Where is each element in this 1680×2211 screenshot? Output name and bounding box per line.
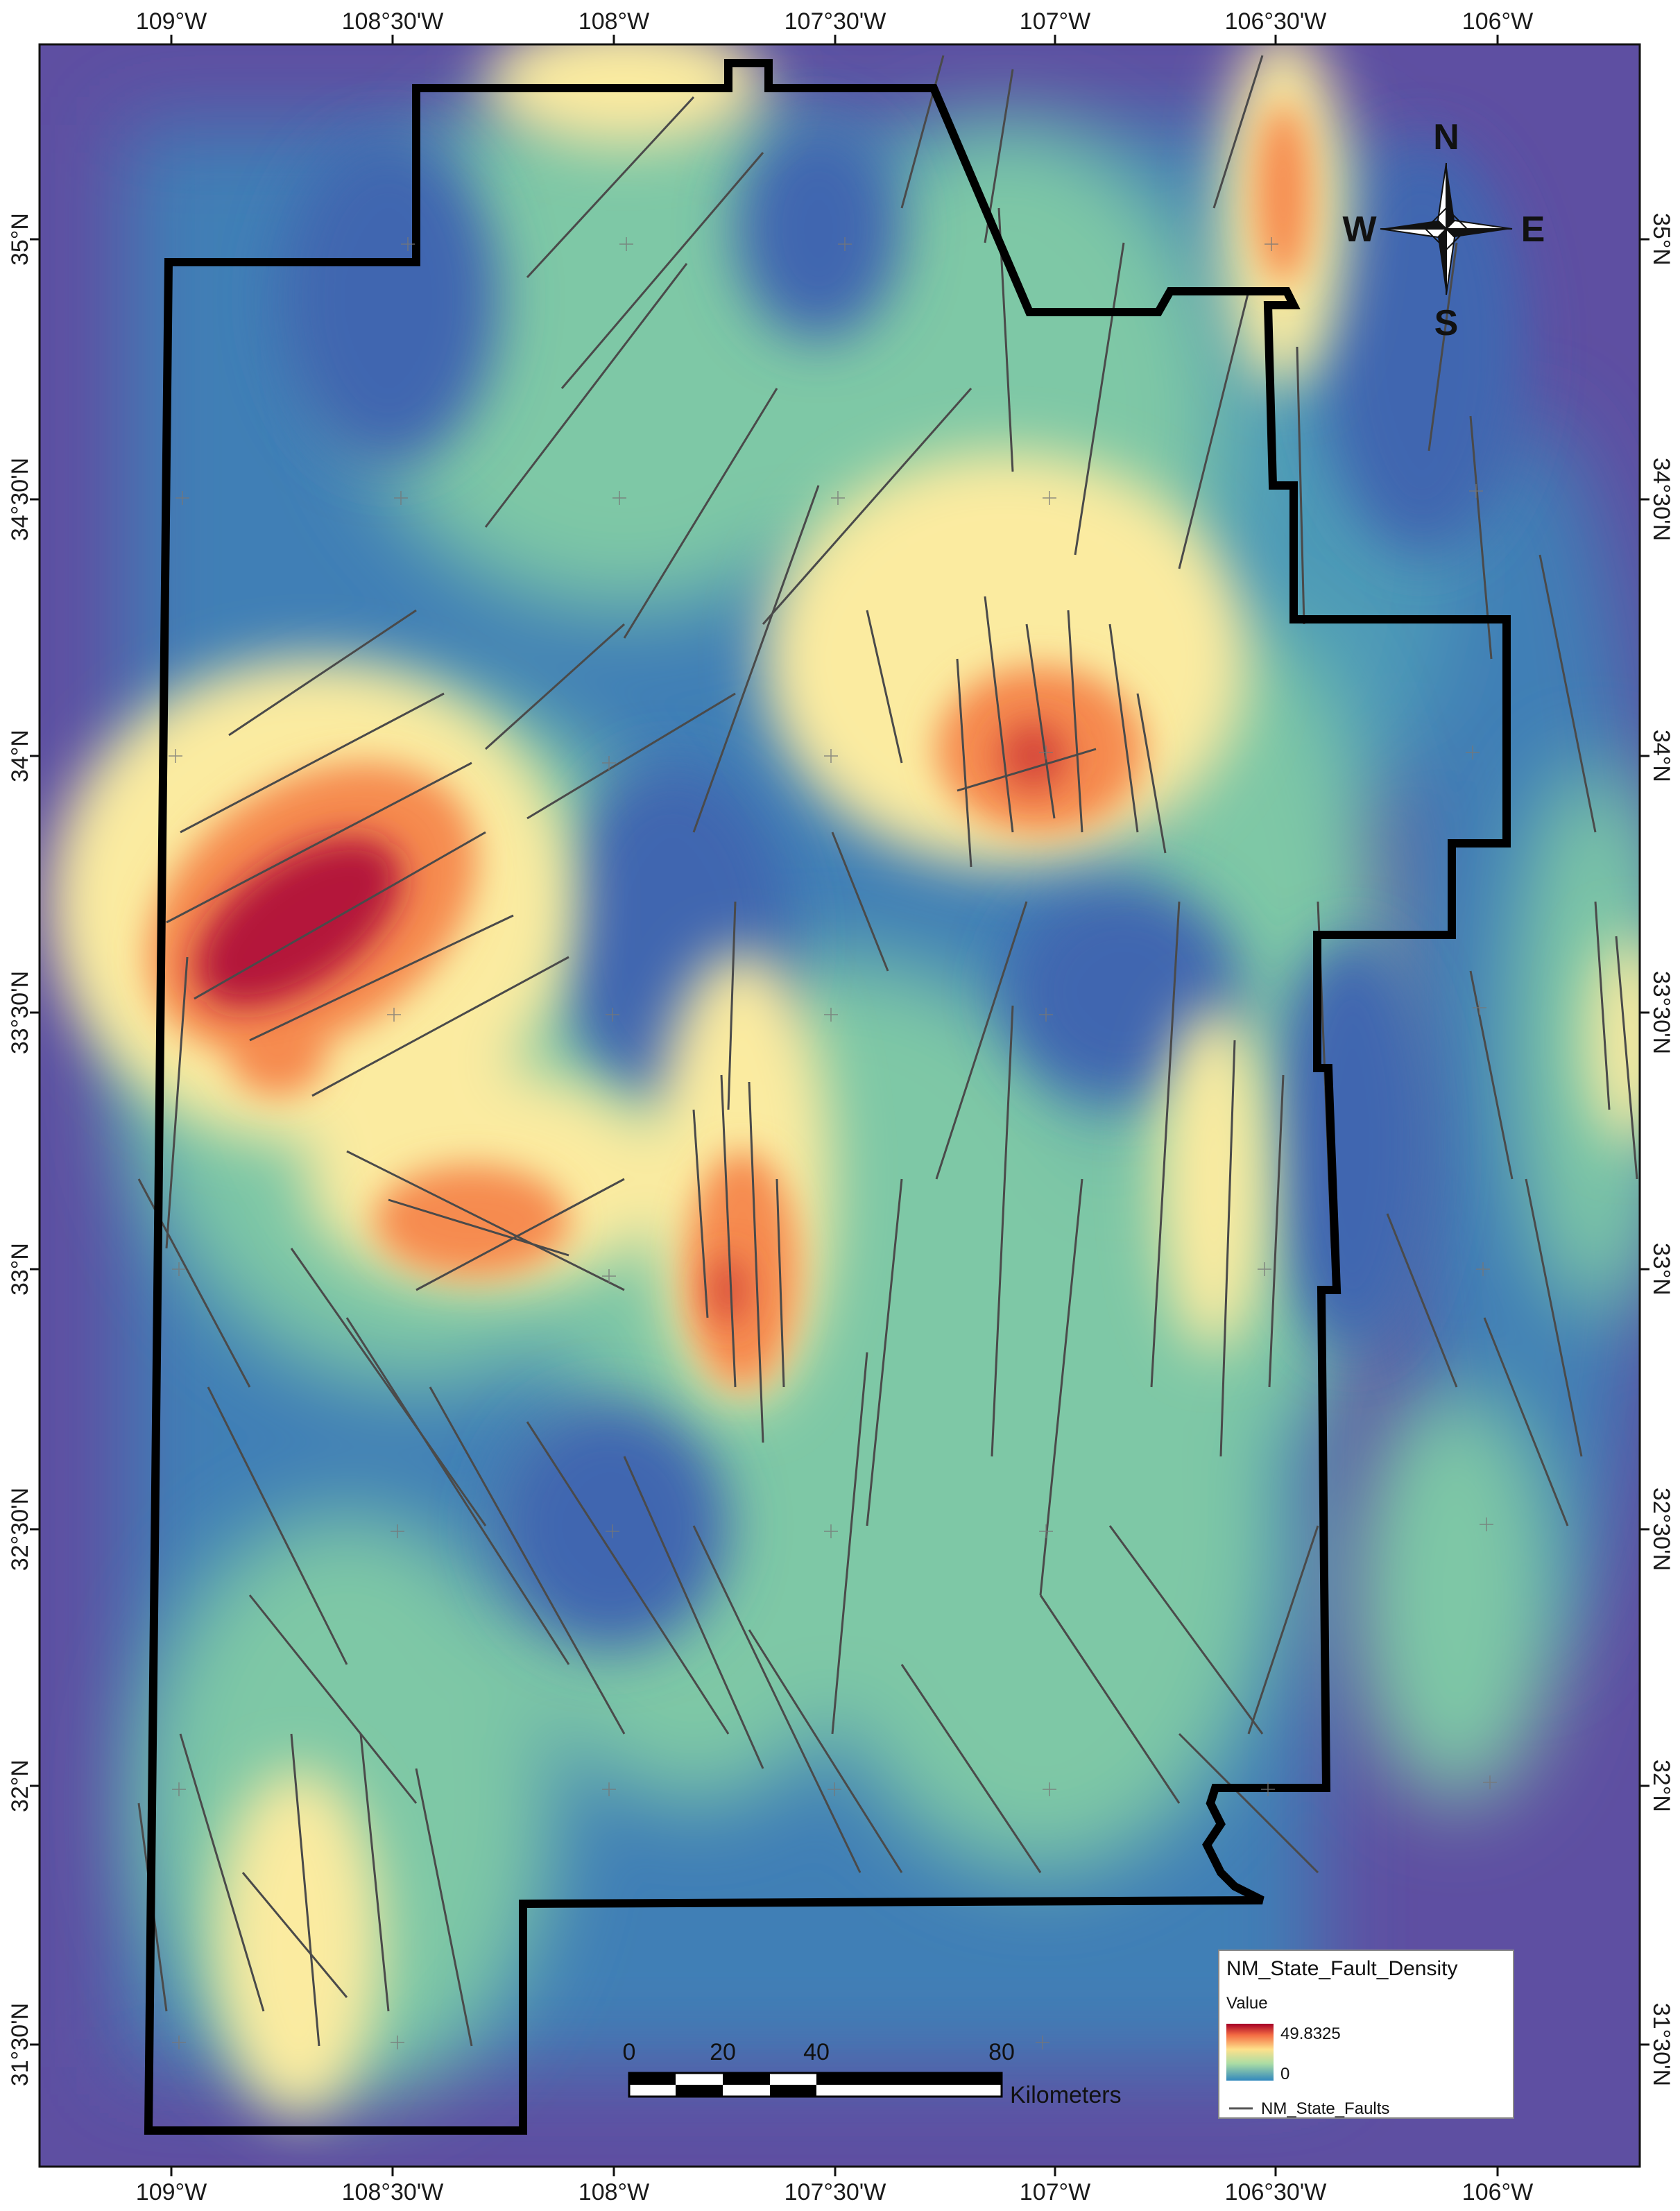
right-label: 31°30'N [1648, 2003, 1674, 2086]
bottom-longitude-labels: 109°W 108°30'W 108°W 107°30'W 107°W 106°… [136, 2179, 1533, 2205]
left-label: 34°30'N [7, 458, 33, 541]
legend-fault-label: NM_State_Faults [1261, 2099, 1389, 2118]
left-label: 33°N [7, 1243, 33, 1296]
top-label: 107°30'W [785, 8, 886, 35]
left-label: 35°N [7, 213, 33, 266]
compass-n: N [1433, 117, 1459, 157]
compass-s: S [1434, 303, 1459, 343]
bottom-label: 108°W [578, 2179, 649, 2205]
legend-low-value: 0 [1280, 2065, 1289, 2083]
legend-color-ramp [1226, 2024, 1274, 2081]
scale-tick-20: 20 [710, 2039, 736, 2065]
density-heatmap [40, 44, 1640, 2167]
bottom-label: 107°30'W [785, 2179, 886, 2205]
right-label: 34°30'N [1648, 458, 1674, 541]
legend-title: NM_State_Fault_Density [1226, 1957, 1458, 1980]
right-label: 32°30'N [1648, 1488, 1674, 1571]
legend-high-value: 49.8325 [1280, 2024, 1341, 2043]
scale-tick-0: 0 [623, 2039, 636, 2065]
right-label: 32°N [1648, 1760, 1674, 1812]
bottom-label: 106°W [1462, 2179, 1533, 2205]
nm-boundary [144, 59, 1511, 2135]
legend-value-label: Value [1226, 1994, 1268, 2013]
top-label: 108°W [578, 8, 649, 35]
left-label: 31°30'N [7, 2003, 33, 2086]
compass-rose-icon: N S E W [1342, 117, 1545, 343]
top-label: 108°30'W [342, 8, 444, 35]
left-label: 33°30'N [7, 971, 33, 1054]
bottom-label: 109°W [136, 2179, 207, 2205]
scale-unit: Kilometers [1010, 2082, 1122, 2108]
right-label: 33°N [1648, 1243, 1674, 1296]
bottom-label: 107°W [1020, 2179, 1090, 2205]
compass-e: E [1521, 209, 1545, 250]
left-latitude-labels: 35°N 34°30'N 34°N 33°30'N 33°N 32°30'N 3… [7, 213, 33, 2086]
map-frame [38, 43, 1641, 2168]
top-label: 106°W [1462, 8, 1533, 35]
right-label: 34°N [1648, 730, 1674, 782]
frame-ticks [30, 35, 1649, 2176]
top-label: 107°W [1020, 8, 1090, 35]
right-label: 35°N [1648, 213, 1674, 266]
top-longitude-labels: 109°W 108°30'W 108°W 107°30'W 107°W 106°… [136, 8, 1533, 35]
scale-tick-40: 40 [803, 2039, 830, 2065]
left-label: 32°30'N [7, 1488, 33, 1571]
left-label: 34°N [7, 730, 33, 782]
top-label: 106°30'W [1225, 8, 1327, 35]
bottom-label: 106°30'W [1225, 2179, 1327, 2205]
top-label: 109°W [136, 8, 207, 35]
scale-bar: 0 20 40 80 Kilometers [623, 2039, 1122, 2108]
map-legend: NM_State_Fault_Density Value 49.8325 0 N… [1218, 1950, 1514, 2119]
right-latitude-labels: 35°N 34°30'N 34°N 33°30'N 33°N 32°30'N 3… [1648, 213, 1674, 2086]
left-label: 32°N [7, 1760, 33, 1812]
fault-lines [137, 55, 1638, 2047]
graticule-crosses [169, 237, 1497, 2049]
compass-w: W [1342, 209, 1377, 250]
scale-tick-80: 80 [988, 2039, 1015, 2065]
right-label: 33°30'N [1648, 971, 1674, 1054]
bottom-label: 108°30'W [342, 2179, 444, 2205]
